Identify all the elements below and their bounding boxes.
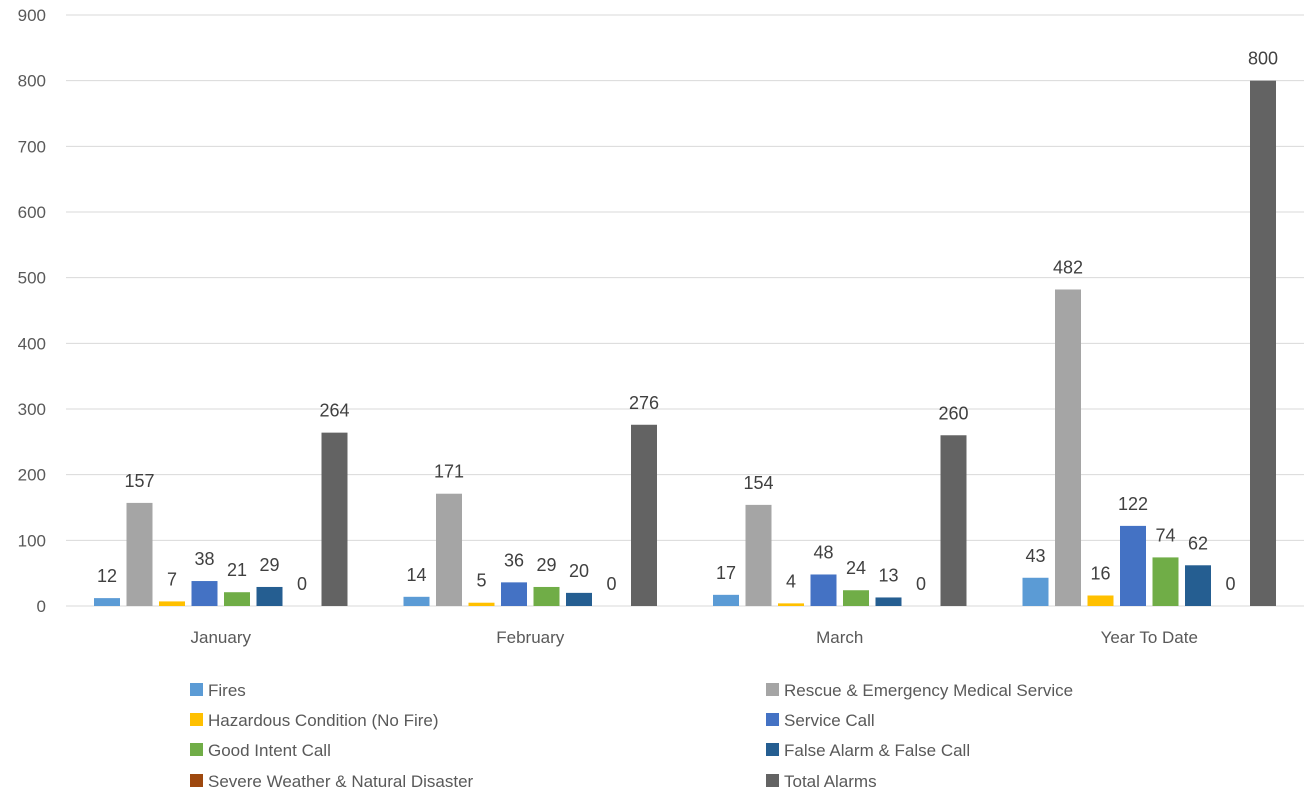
data-label: 0 xyxy=(1225,574,1235,594)
bar-january-2 xyxy=(159,601,185,606)
bar-march-5 xyxy=(875,597,902,606)
data-label: 0 xyxy=(606,574,616,594)
bar-january-4 xyxy=(224,592,250,606)
data-label: 17 xyxy=(716,563,736,583)
bar-february-4 xyxy=(533,586,560,606)
data-label: 16 xyxy=(1090,563,1110,583)
y-axis-ticks: 0 100 200 300 400 500 600 700 800 900 xyxy=(18,6,46,616)
bar-january-7 xyxy=(321,432,348,606)
data-label: 62 xyxy=(1188,533,1208,553)
bar-year-to-date-2 xyxy=(1087,595,1114,606)
legend-label: Severe Weather & Natural Disaster xyxy=(208,772,474,791)
data-label: 13 xyxy=(878,565,898,585)
bar-march-2 xyxy=(778,603,804,606)
x-axis-categories: January February March Year To Date xyxy=(191,628,1198,647)
legend-swatch xyxy=(190,774,203,787)
bar-february-1 xyxy=(436,493,462,606)
bar-february-3 xyxy=(501,582,527,606)
y-tick-label: 600 xyxy=(18,203,46,222)
data-label: 43 xyxy=(1025,546,1045,566)
legend-label: Total Alarms xyxy=(784,772,877,791)
bar-year-to-date-7 xyxy=(1250,80,1276,606)
bar-january-3 xyxy=(191,581,218,606)
legend-label: False Alarm & False Call xyxy=(784,741,970,760)
y-tick-label: 100 xyxy=(18,531,46,550)
data-label: 482 xyxy=(1053,257,1083,277)
legend-swatch xyxy=(766,743,779,756)
data-label: 29 xyxy=(259,555,279,575)
data-labels: 12 157 7 38 21 29 0 264 14 171 5 36 29 20 0 276 17 154 4 48… xyxy=(97,49,1278,594)
bar-march-7 xyxy=(940,435,967,606)
bar-year-to-date-3 xyxy=(1120,525,1146,606)
legend-label: Fires xyxy=(208,681,246,700)
data-label: 20 xyxy=(569,561,589,581)
bar-january-5 xyxy=(256,586,283,606)
y-tick-label: 700 xyxy=(18,137,46,156)
x-category-label: March xyxy=(816,628,863,647)
gridlines xyxy=(66,14,1304,607)
legend-swatch xyxy=(766,683,779,696)
y-tick-label: 300 xyxy=(18,400,46,419)
bar-february-2 xyxy=(468,602,495,606)
data-label: 36 xyxy=(504,550,524,570)
legend-swatch xyxy=(190,713,203,726)
legend: Fires Rescue & Emergency Medical Service H… xyxy=(190,681,1073,791)
data-label: 48 xyxy=(813,542,833,562)
x-category-label: Year To Date xyxy=(1101,628,1198,647)
bar-march-1 xyxy=(745,504,772,606)
legend-swatch xyxy=(766,774,779,787)
y-tick-label: 400 xyxy=(18,334,46,353)
y-tick-label: 800 xyxy=(18,72,46,91)
data-label: 7 xyxy=(167,569,177,589)
y-tick-label: 0 xyxy=(37,597,46,616)
data-label: 260 xyxy=(938,403,968,423)
data-label: 29 xyxy=(536,555,556,575)
y-tick-label: 500 xyxy=(18,269,46,288)
y-tick-label: 900 xyxy=(18,6,46,25)
data-label: 12 xyxy=(97,566,117,586)
legend-label: Service Call xyxy=(784,711,875,730)
legend-label: Rescue & Emergency Medical Service xyxy=(784,681,1073,700)
legend-label: Hazardous Condition (No Fire) xyxy=(208,711,439,730)
bar-february-0 xyxy=(403,596,430,606)
data-label: 800 xyxy=(1248,49,1278,69)
x-category-label: February xyxy=(496,628,565,647)
y-tick-label: 200 xyxy=(18,466,46,485)
x-category-label: January xyxy=(191,628,252,647)
data-label: 14 xyxy=(406,565,426,585)
bar-year-to-date-0 xyxy=(1022,577,1049,606)
bar-february-5 xyxy=(566,592,592,606)
bar-january-0 xyxy=(94,598,120,606)
bar-january-1 xyxy=(126,502,153,606)
bar-march-4 xyxy=(843,590,869,606)
data-label: 0 xyxy=(916,574,926,594)
data-label: 4 xyxy=(786,571,796,591)
legend-swatch xyxy=(190,683,203,696)
legend-swatch xyxy=(190,743,203,756)
data-label: 24 xyxy=(846,558,866,578)
legend-swatch xyxy=(766,713,779,726)
data-label: 171 xyxy=(434,462,464,482)
bar-year-to-date-5 xyxy=(1185,565,1211,606)
data-label: 74 xyxy=(1155,525,1175,545)
data-label: 276 xyxy=(629,393,659,413)
data-label: 0 xyxy=(297,574,307,594)
bar-march-0 xyxy=(713,594,739,606)
data-label: 157 xyxy=(124,471,154,491)
bar-year-to-date-1 xyxy=(1055,289,1081,606)
data-label: 122 xyxy=(1118,494,1148,514)
legend-label: Good Intent Call xyxy=(208,741,331,760)
data-label: 264 xyxy=(319,401,349,421)
bar-march-3 xyxy=(810,574,837,606)
data-label: 154 xyxy=(743,473,773,493)
data-label: 21 xyxy=(227,560,247,580)
data-label: 5 xyxy=(476,571,486,591)
bar-february-7 xyxy=(631,424,657,606)
bar-year-to-date-4 xyxy=(1152,557,1179,606)
data-label: 38 xyxy=(194,549,214,569)
bars xyxy=(94,80,1276,606)
